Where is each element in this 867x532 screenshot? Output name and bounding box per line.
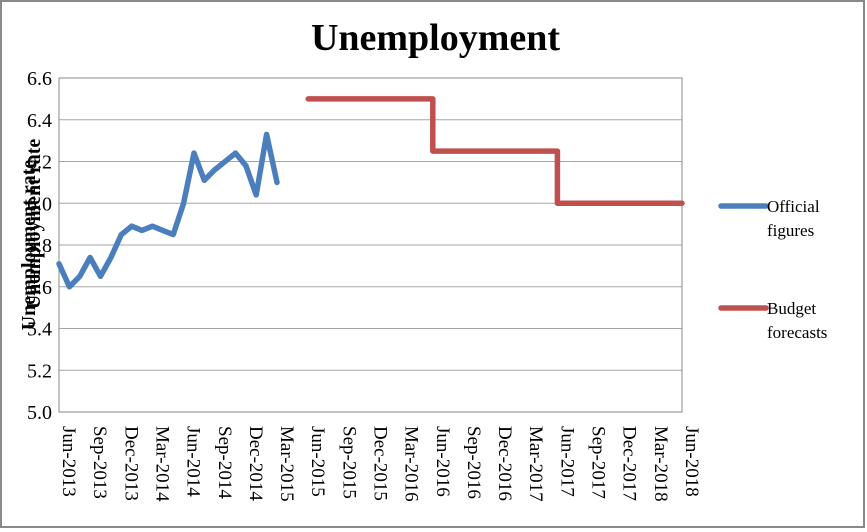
svg-text:Sep-2013: Sep-2013 bbox=[89, 426, 110, 499]
svg-text:Mar-2014: Mar-2014 bbox=[151, 426, 172, 502]
svg-text:forecasts: forecasts bbox=[767, 323, 827, 342]
svg-text:Jun-2013: Jun-2013 bbox=[58, 426, 79, 497]
svg-text:Unemployment rate: Unemployment rate bbox=[23, 139, 45, 310]
svg-text:Mar-2017: Mar-2017 bbox=[525, 426, 546, 502]
svg-text:Mar-2018: Mar-2018 bbox=[650, 426, 671, 502]
svg-text:5.0: 5.0 bbox=[27, 402, 52, 424]
svg-text:Dec-2013: Dec-2013 bbox=[120, 426, 141, 501]
svg-text:Jun-2014: Jun-2014 bbox=[183, 426, 204, 497]
svg-text:Mar-2015: Mar-2015 bbox=[276, 426, 297, 502]
svg-text:Sep-2014: Sep-2014 bbox=[214, 426, 235, 499]
svg-text:Sep-2017: Sep-2017 bbox=[588, 426, 609, 499]
svg-text:Jun-2017: Jun-2017 bbox=[556, 426, 577, 497]
svg-text:Budget: Budget bbox=[767, 299, 816, 318]
svg-text:figures: figures bbox=[767, 221, 814, 240]
svg-text:Sep-2015: Sep-2015 bbox=[338, 426, 359, 499]
svg-text:6.6: 6.6 bbox=[27, 68, 52, 90]
svg-text:Dec-2017: Dec-2017 bbox=[619, 426, 640, 501]
svg-text:Jun-2018: Jun-2018 bbox=[681, 426, 702, 497]
svg-text:5.2: 5.2 bbox=[27, 360, 52, 382]
svg-text:Dec-2016: Dec-2016 bbox=[494, 426, 515, 501]
svg-text:Mar-2016: Mar-2016 bbox=[401, 426, 422, 502]
svg-text:Dec-2014: Dec-2014 bbox=[245, 426, 266, 501]
svg-text:6.4: 6.4 bbox=[27, 110, 52, 132]
svg-text:Dec-2015: Dec-2015 bbox=[370, 426, 391, 501]
svg-text:Jun-2016: Jun-2016 bbox=[432, 426, 453, 497]
svg-text:Jun-2015: Jun-2015 bbox=[307, 426, 328, 497]
svg-text:Sep-2016: Sep-2016 bbox=[463, 426, 484, 499]
svg-text:Official: Official bbox=[767, 197, 820, 216]
